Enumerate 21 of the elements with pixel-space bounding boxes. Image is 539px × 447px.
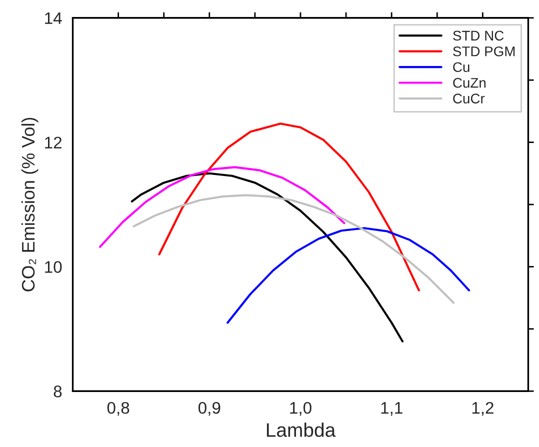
line-series <box>132 194 455 304</box>
legend-label: CuCr <box>453 94 485 104</box>
line-series <box>99 166 346 248</box>
y-axis-title: CO₂ Emission (% Vol) <box>21 118 38 292</box>
legend-label: CuZn <box>453 78 486 88</box>
x-axis-title: Lambda <box>266 422 336 437</box>
x-tick-label: 1,0 <box>290 402 312 416</box>
line-series <box>130 172 404 342</box>
y-tick-label: 8 <box>54 386 62 398</box>
legend-label: STD PGM <box>453 46 515 56</box>
y-tick-label: 12 <box>45 136 62 148</box>
x-tick-label: 1,1 <box>381 402 402 416</box>
line-series <box>226 227 470 324</box>
y-tick-label: 10 <box>45 261 62 273</box>
legend-label: STD NC <box>453 30 504 41</box>
y-tick-label: 14 <box>45 12 62 24</box>
x-tick-label: 0,8 <box>107 402 130 416</box>
legend-label: Cu <box>453 62 470 72</box>
x-tick-label: 0,9 <box>198 402 220 416</box>
line-series <box>158 122 420 292</box>
x-tick-label: 1,2 <box>472 402 494 416</box>
